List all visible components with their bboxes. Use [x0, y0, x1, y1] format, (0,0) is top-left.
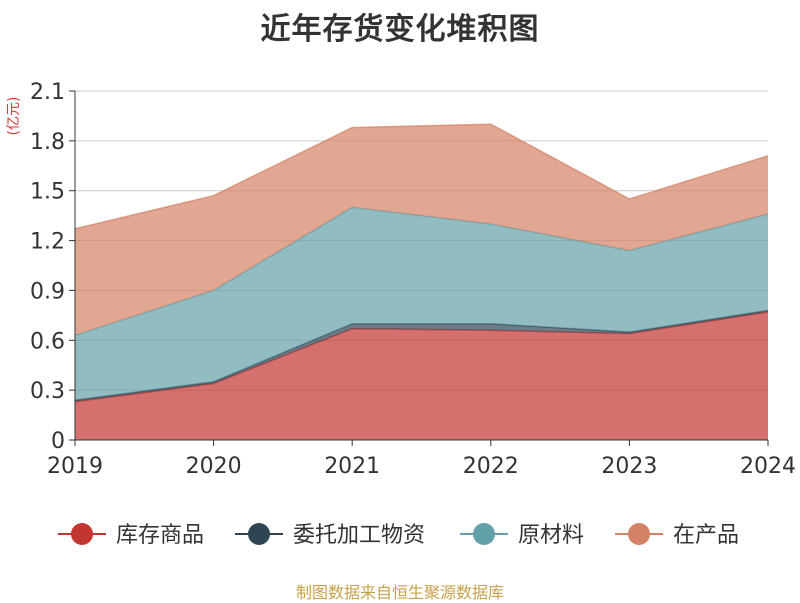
y-tick-label: 1.8: [30, 130, 65, 155]
legend-label: 原材料: [518, 523, 584, 548]
area-series: [74, 123, 769, 440]
tick-labels: 0 0.3 0.6 0.9 1.2 1.5 1.8 2.1 (亿元) 2019 2020 2021 20…: [6, 80, 796, 479]
legend-marker-icon: [71, 523, 93, 545]
legend[interactable]: 库存商品 委托加工物资 原材料 在产品: [58, 523, 739, 548]
legend-marker-icon: [248, 523, 270, 545]
x-tick-label: 2024: [740, 454, 796, 479]
legend-item[interactable]: 库存商品: [58, 523, 204, 548]
y-tick-label: 0.6: [30, 329, 65, 354]
area-2: [75, 310, 768, 402]
x-tick-label: 2020: [186, 454, 242, 479]
data-source-note: 制图数据来自恒生聚源数据库: [295, 583, 504, 602]
y-tick-label: 0.9: [30, 279, 65, 304]
chart-title: 近年存货变化堆积图: [260, 12, 540, 47]
x-tick-label: 2019: [47, 454, 103, 479]
legend-label: 库存商品: [116, 523, 204, 548]
y-tick-label: 1.5: [30, 180, 65, 205]
series-line-4: [74, 123, 769, 230]
axes: [69, 90, 769, 446]
area-4: [75, 124, 768, 336]
x-tick-label: 2021: [324, 454, 380, 479]
legend-item[interactable]: 在产品: [615, 523, 739, 548]
area-3: [75, 207, 768, 401]
y-unit-label: (亿元): [6, 97, 22, 136]
area-1: [75, 312, 768, 440]
x-tick-label: 2023: [601, 454, 657, 479]
x-tick-label: 2022: [463, 454, 519, 479]
legend-marker-icon: [628, 523, 650, 545]
legend-marker-icon: [473, 523, 495, 545]
legend-item[interactable]: 原材料: [460, 523, 584, 548]
y-tick-label: 1.2: [30, 230, 65, 255]
legend-label: 在产品: [673, 523, 739, 548]
y-tick-label: 0: [51, 429, 65, 454]
y-tick-label: 2.1: [30, 80, 65, 105]
y-tick-label: 0.3: [30, 379, 65, 404]
legend-label: 委托加工物资: [293, 523, 425, 548]
legend-item[interactable]: 委托加工物资: [235, 523, 425, 548]
